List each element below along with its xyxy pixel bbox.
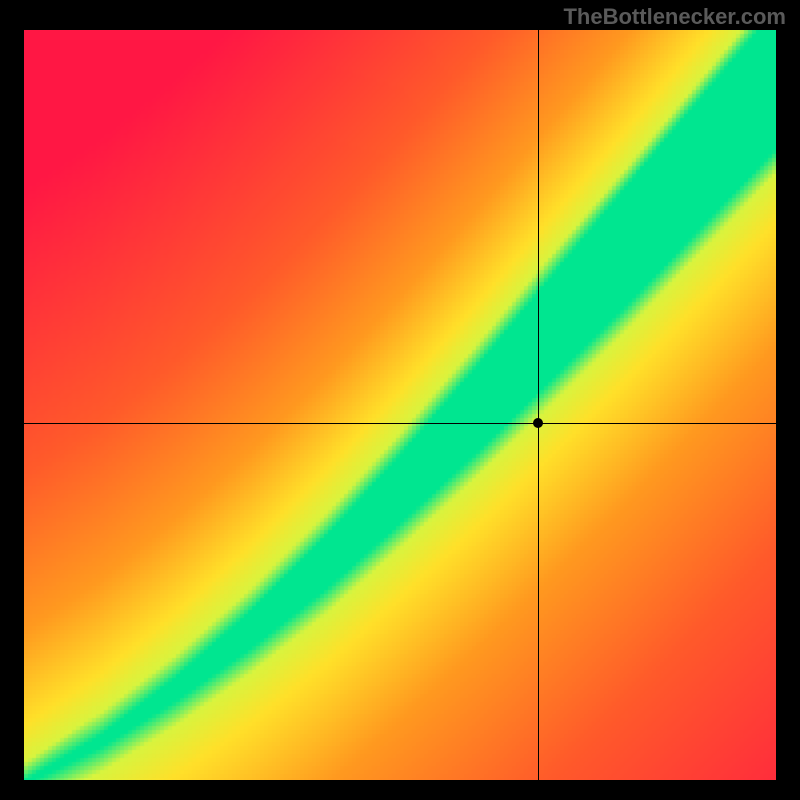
crosshair-point	[533, 418, 543, 428]
chart-container: TheBottlenecker.com	[0, 0, 800, 800]
heatmap-plot-area	[24, 30, 776, 780]
watermark-text: TheBottlenecker.com	[563, 4, 786, 30]
heatmap-canvas	[24, 30, 776, 780]
